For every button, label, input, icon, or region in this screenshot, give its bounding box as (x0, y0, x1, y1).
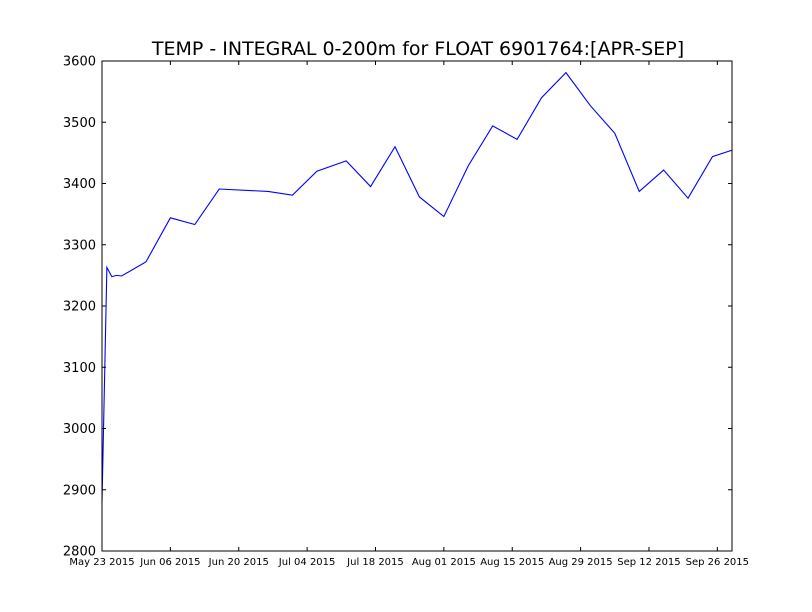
x-tick-label: Jun 06 2015 (139, 557, 200, 568)
plot-area (102, 71, 732, 503)
y-tick-label: 3300 (63, 238, 96, 253)
y-tick-label: 3000 (63, 422, 96, 437)
series-line-0 (102, 71, 732, 503)
x-tick-label: Sep 26 2015 (686, 557, 749, 568)
y-tick-label: 3100 (63, 361, 96, 376)
x-tick-label: Jul 18 2015 (346, 557, 404, 568)
y-tick-label: 2800 (63, 545, 96, 560)
x-tick-label: Jul 04 2015 (278, 557, 336, 568)
x-tick-label: Sep 12 2015 (617, 557, 680, 568)
x-tick-label: Jun 20 2015 (208, 557, 269, 568)
x-tick-label: Aug 15 2015 (480, 557, 544, 568)
y-tick-label: 3500 (63, 116, 96, 131)
y-tick-label: 3400 (63, 177, 96, 192)
y-tick-label: 3600 (63, 55, 96, 70)
y-tick-label: 3200 (63, 300, 96, 315)
x-tick-label: Aug 29 2015 (549, 557, 613, 568)
chart-title: TEMP - INTEGRAL 0-200m for FLOAT 6901764… (151, 38, 684, 60)
plot-frame (101, 60, 733, 552)
axes: 2800 2900 3000 3100 3200 3300 3400 3500 3600 May … (63, 55, 749, 569)
y-tick-label: 2900 (63, 483, 96, 498)
x-tick-label: Aug 01 2015 (412, 557, 476, 568)
x-tick-label: May 23 2015 (69, 557, 134, 568)
